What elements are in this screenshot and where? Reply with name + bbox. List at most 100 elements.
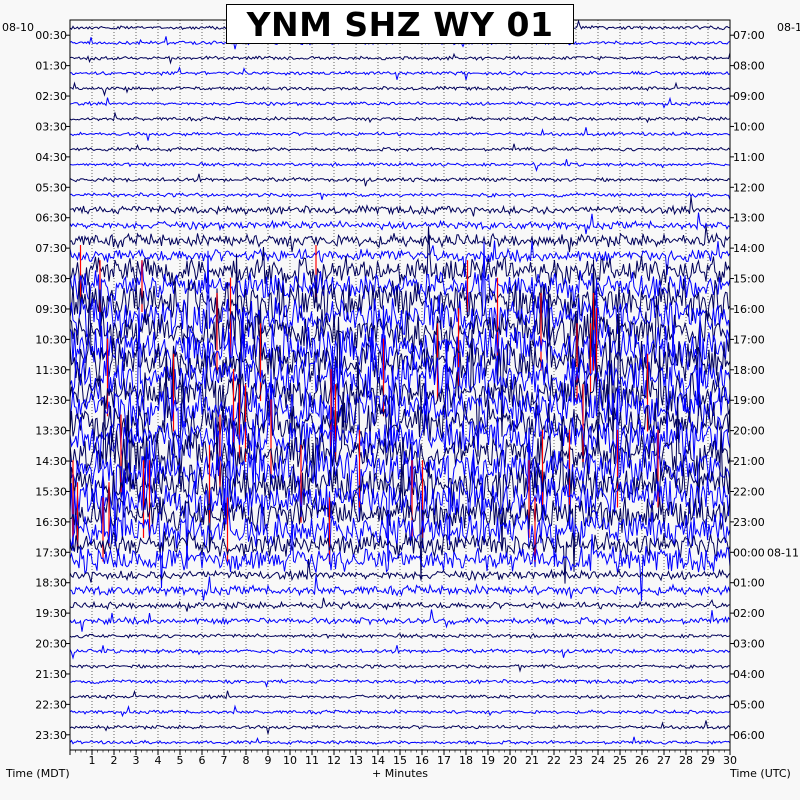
left-time-label: 05:30 [35, 181, 67, 194]
x-tick-label: 24 [591, 754, 605, 767]
right-time-label: 05:00 [733, 698, 765, 711]
right-time-label: 17:00 [733, 333, 765, 346]
trace-row [69, 52, 731, 65]
right-time-label: 07:00 [733, 29, 765, 42]
trace-row [69, 260, 731, 332]
trace-row [69, 191, 731, 201]
right-time-label: 08:00 [733, 60, 765, 73]
right-time-label: 03:00 [733, 638, 765, 651]
trace-row [69, 419, 731, 550]
right-date-label: 08-1 [777, 21, 800, 34]
trace-row [69, 143, 731, 152]
left-time-label: 14:30 [35, 455, 67, 468]
trace-row [69, 462, 731, 581]
left-time-label: 11:30 [35, 364, 67, 377]
x-tick-label: 12 [327, 754, 341, 767]
left-time-label: 12:30 [35, 394, 67, 407]
trace-row [69, 241, 731, 378]
seismic-traces [69, 19, 731, 746]
right-time-label: 20:00 [733, 425, 765, 438]
right-time-label: 16:00 [733, 303, 765, 316]
left-time-label: 01:30 [35, 60, 67, 73]
x-axis-title: + Minutes [372, 767, 428, 780]
x-tick-label: 22 [547, 754, 561, 767]
left-time-label: 15:30 [35, 485, 67, 498]
x-tick-label: 11 [305, 754, 319, 767]
x-tick-label: 15 [393, 754, 407, 767]
x-tick-label: 17 [437, 754, 451, 767]
left-axis-title: Time (MDT) [5, 767, 70, 780]
trace-row [69, 663, 731, 673]
trace-row [69, 253, 731, 355]
x-axis-ticks: 1 2 3 4 5 6 7 8 9 10 11 12 13 14 15 16 17 18 19 20 21 22 23 24 2… [69, 750, 737, 767]
trace-row [69, 66, 731, 81]
left-time-label: 13:30 [35, 425, 67, 438]
trace-row [69, 127, 731, 141]
x-tick-label: 13 [349, 754, 363, 767]
left-time-label: 18:30 [35, 577, 67, 590]
x-tick-label: 14 [371, 754, 385, 767]
left-time-label: 02:30 [35, 90, 67, 103]
left-time-label: 16:30 [35, 516, 67, 529]
x-tick-label: 10 [283, 754, 297, 767]
right-time-label: 13:00 [733, 212, 765, 225]
trace-row [69, 531, 731, 584]
trace-row [69, 368, 731, 463]
x-tick-label: 8 [243, 754, 250, 767]
x-tick-label: 2 [111, 754, 118, 767]
trace-row [69, 226, 731, 315]
left-time-label: 04:30 [35, 151, 67, 164]
trace-row [69, 173, 731, 187]
x-tick-label: 28 [679, 754, 693, 767]
trace-row [69, 352, 731, 492]
right-time-label: 21:00 [733, 455, 765, 468]
trace-row [69, 212, 731, 235]
x-tick-label: 18 [459, 754, 473, 767]
trace-row [69, 81, 731, 97]
right-date-change-label: 08-11 [767, 546, 799, 559]
left-time-label: 19:30 [35, 607, 67, 620]
trace-row [69, 391, 731, 504]
trace-row [69, 645, 731, 660]
right-time-label: 10:00 [733, 120, 765, 133]
trace-row [69, 521, 731, 602]
left-time-label: 22:30 [35, 698, 67, 711]
plot-frame [69, 19, 731, 751]
right-time-label: 15:00 [733, 273, 765, 286]
right-time-label: 09:00 [733, 90, 765, 103]
right-time-label: 18:00 [733, 364, 765, 377]
trace-row [69, 720, 731, 734]
x-tick-label: 6 [199, 754, 206, 767]
chart-title: YNM SHZ WY 01 [226, 4, 574, 44]
right-time-label: 02:00 [733, 607, 765, 620]
trace-row [69, 418, 731, 569]
left-time-label: 17:30 [35, 546, 67, 559]
x-tick-label: 26 [635, 754, 649, 767]
x-tick-label: 25 [613, 754, 627, 767]
trace-row [69, 225, 731, 253]
right-time-label: 23:00 [733, 516, 765, 529]
left-time-label: 10:30 [35, 333, 67, 346]
trace-row [69, 159, 731, 173]
x-tick-label: 5 [177, 754, 184, 767]
x-tick-label: 29 [701, 754, 715, 767]
trace-row [69, 609, 731, 632]
left-time-label: 07:30 [35, 242, 67, 255]
x-tick-label: 19 [481, 754, 495, 767]
trace-row [69, 558, 731, 583]
trace-row [69, 96, 731, 109]
left-time-label: 03:30 [35, 120, 67, 133]
right-time-label: 12:00 [733, 181, 765, 194]
left-date-label: 08-10 [2, 21, 34, 34]
x-tick-label: 27 [657, 754, 671, 767]
right-time-label: 01:00 [733, 577, 765, 590]
trace-row [69, 196, 731, 217]
trace-row [69, 597, 731, 612]
trace-row [69, 111, 731, 124]
x-tick-label: 21 [525, 754, 539, 767]
trace-row [69, 704, 731, 718]
right-time-label: 11:00 [733, 151, 765, 164]
right-time-label: 19:00 [733, 394, 765, 407]
trace-row [69, 575, 731, 601]
trace-row [69, 240, 731, 278]
